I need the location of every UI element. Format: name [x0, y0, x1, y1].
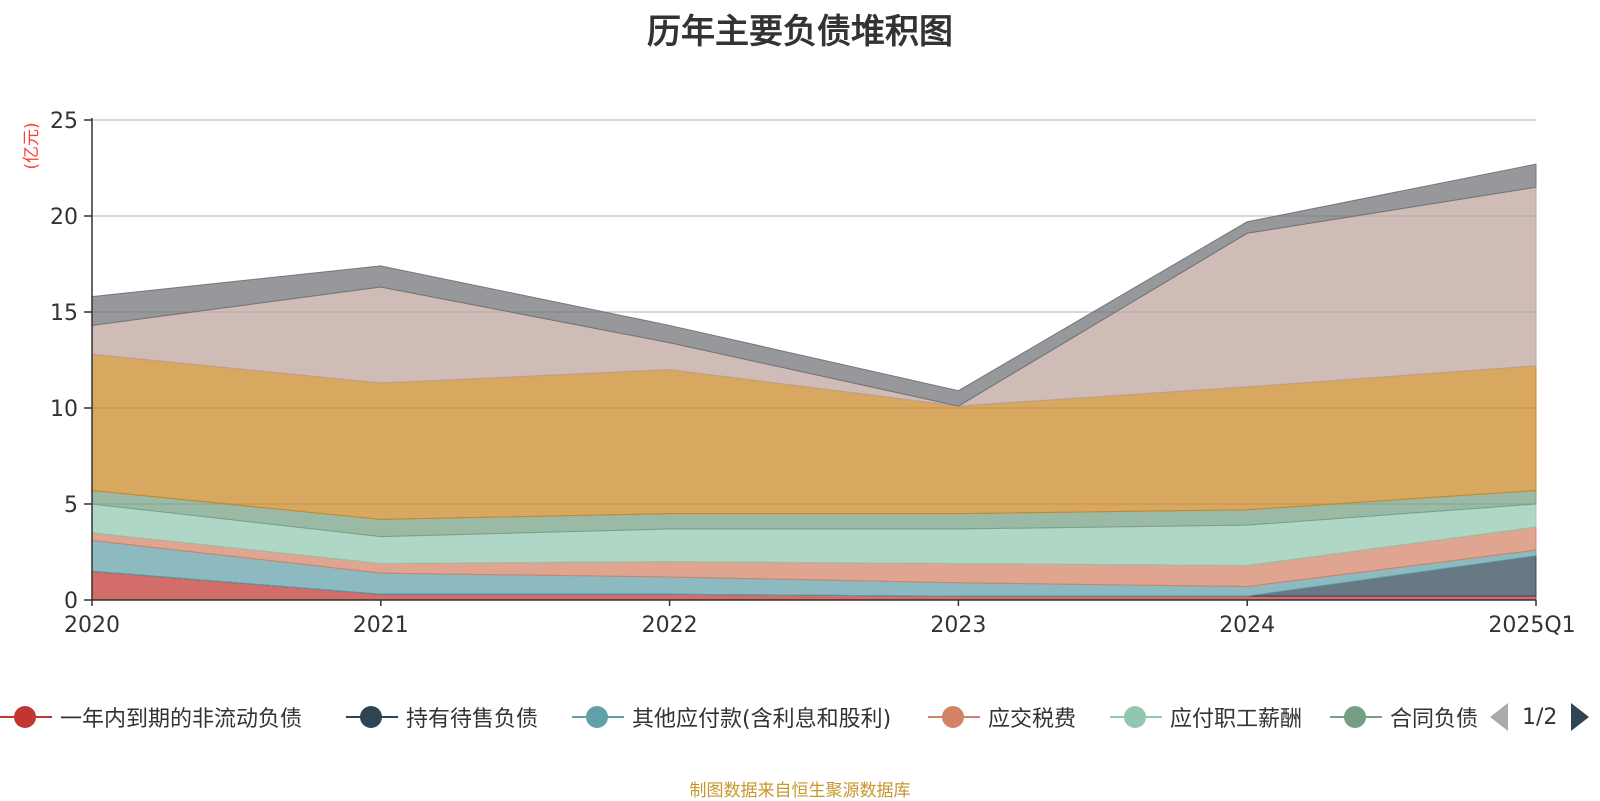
legend-marker-icon — [1110, 700, 1162, 734]
y-tick-label: 15 — [50, 301, 78, 326]
legend-label: 应付职工薪酬 — [1170, 707, 1303, 732]
x-tick-label: 2021 — [353, 613, 409, 638]
legend-item[interactable]: 其他应付款(含利息和股利) — [572, 700, 891, 734]
legend-item[interactable]: 应交税费 — [928, 700, 1076, 734]
legend-label: 持有待售负债 — [406, 707, 539, 732]
legend-prev-page-button[interactable] — [1490, 703, 1508, 731]
chart-title: 历年主要负债堆积图 — [647, 12, 953, 52]
y-tick-label: 0 — [64, 589, 78, 614]
legend: 一年内到期的非流动负债 持有待售负债 其他应付款(含利息和股利) 应交税费 应付职工薪酬… — [0, 700, 1600, 734]
x-tick-label: 2022 — [642, 613, 698, 638]
y-tick-label: 10 — [50, 397, 78, 422]
legend-items: 一年内到期的非流动负债 持有待售负债 其他应付款(含利息和股利) 应交税费 应付职工薪酬… — [0, 700, 1478, 734]
x-tick-label: 2020 — [64, 613, 120, 638]
y-tick-label: 20 — [50, 205, 78, 230]
legend-item[interactable]: 合同负债 — [1330, 700, 1478, 734]
data-source-note: 制图数据来自恒生聚源数据库 — [689, 781, 911, 801]
x-tick-label: 2024 — [1219, 613, 1275, 638]
legend-marker-icon — [572, 700, 624, 734]
legend-item[interactable]: 持有待售负债 — [346, 700, 538, 734]
legend-marker-icon — [1330, 700, 1382, 734]
legend-pager: 1/2 — [1490, 700, 1590, 734]
area-series-8 — [91, 163, 1537, 407]
legend-label: 合同负债 — [1390, 707, 1478, 732]
legend-label: 应交税费 — [988, 707, 1077, 732]
y-tick-label: 25 — [50, 109, 78, 134]
legend-page-indicator: 1/2 — [1522, 704, 1558, 730]
legend-item[interactable]: 一年内到期的非流动负债 — [0, 700, 302, 734]
y-axis-label: (亿元) — [22, 122, 42, 169]
tick-labels: 0 5 10 15 20 25 2020 2021 2022 2023 2024 2025Q1 — [50, 109, 1576, 638]
y-tick-label: 5 — [64, 493, 78, 518]
axes — [84, 118, 1537, 606]
legend-label: 其他应付款(含利息和股利) — [632, 707, 892, 732]
stacked-areas — [91, 163, 1537, 601]
legend-marker-icon — [928, 700, 980, 734]
x-tick-label: 2023 — [930, 613, 986, 638]
legend-item[interactable]: 应付职工薪酬 — [1110, 700, 1302, 734]
legend-marker-icon — [0, 700, 52, 734]
x-tick-label: 2025Q1 — [1488, 613, 1575, 638]
legend-next-page-button[interactable] — [1571, 703, 1590, 731]
area-chart: 0 5 10 15 20 25 2020 2021 2022 2023 2024 2025Q1 (亿元… — [22, 109, 1576, 638]
legend-label: 一年内到期的非流动负债 — [60, 707, 303, 732]
legend-marker-icon — [346, 700, 398, 734]
